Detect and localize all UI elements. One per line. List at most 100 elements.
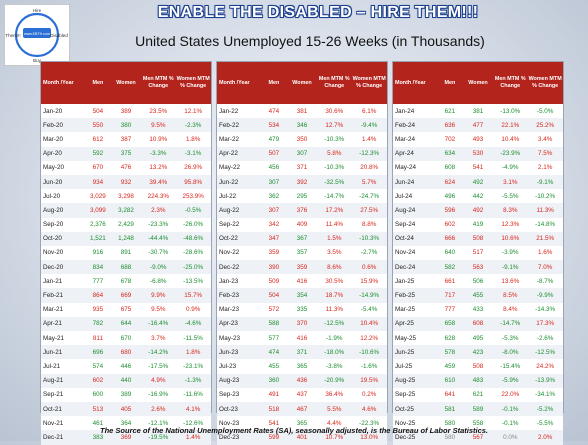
men-cell: 3,029	[85, 189, 111, 204]
women-mtm-cell: 0.2%	[351, 387, 387, 402]
men-mtm-cell: 13.2%	[141, 160, 176, 175]
month-cell: Dec-22	[217, 260, 262, 275]
table-row: Oct-21 513 405 2.6% 4.1%	[41, 401, 211, 417]
table-row: May-20 670 476 13.2% 26.9%	[41, 160, 211, 175]
women-mtm-cell: 11.3%	[527, 203, 563, 218]
month-cell: Jun-23	[217, 345, 262, 360]
table-row: Jun-23 474 371 -18.0% -10.6%	[217, 345, 387, 360]
women-cell: 307	[286, 146, 318, 161]
month-cell: Oct-24	[393, 231, 438, 246]
men-cell: 456	[261, 160, 287, 175]
month-cell: Sep-23	[217, 387, 262, 402]
men-cell: 1,521	[85, 231, 111, 246]
women-mtm-cell: 6.1%	[351, 104, 387, 119]
month-cell: Jul-20	[41, 189, 86, 204]
women-mtm-cell: -5.2%	[527, 401, 563, 417]
men-cell: 658	[437, 316, 463, 331]
month-cell: Jul-24	[393, 189, 438, 204]
table-row: Mar-23 572 335 11.3% -5.4%	[217, 302, 387, 317]
men-cell: 661	[437, 274, 463, 289]
table-row: Apr-22 507 307 5.8% -12.3%	[217, 146, 387, 161]
men-mtm-cell: 12.7%	[317, 118, 352, 133]
women-mtm-cell: 27.5%	[351, 203, 387, 218]
women-cell: 364	[110, 416, 142, 431]
men-cell: 474	[261, 345, 287, 360]
table-body: Jan-20 504 389 23.5% 12.1% Feb-20 550 380 9.5% -2…	[41, 104, 211, 445]
men-mtm-cell: 12.3%	[493, 217, 528, 232]
table-row: May-23 577 416 -1.9% 12.2%	[217, 331, 387, 346]
month-cell: Jan-23	[217, 274, 262, 289]
table-row: Mar-25 777 433 8.4% -14.3%	[393, 302, 563, 317]
month-cell: Aug-22	[217, 203, 262, 218]
women-cell: 370	[286, 316, 318, 331]
month-cell: May-22	[217, 160, 262, 175]
table-row: May-25 628 495 -5.3% -2.6%	[393, 331, 563, 346]
table-body: Jan-22 474 381 30.6% 6.1% Feb-22 534 346 12.7% -9…	[217, 104, 387, 445]
men-mtm-cell: 30.6%	[317, 104, 352, 119]
women-cell: 371	[286, 160, 318, 175]
women-cell: 558	[462, 416, 494, 431]
men-cell: 479	[261, 132, 287, 147]
men-mtm-cell: 11.3%	[317, 302, 352, 317]
month-cell: Dec-20	[41, 260, 86, 275]
table-row: Oct-22 347 367 1.5% -10.3%	[217, 231, 387, 246]
women-cell: 508	[462, 359, 494, 374]
month-cell: Feb-22	[217, 118, 262, 133]
column-header-women-mtm: Women MTM % Change	[175, 62, 211, 104]
month-cell: Nov-20	[41, 245, 86, 261]
month-cell: Nov-24	[393, 245, 438, 261]
table-row: Apr-21 782 644 -16.4% -4.6%	[41, 316, 211, 331]
month-cell: May-23	[217, 331, 262, 346]
table-row: Nov-25 580 558 -0.1% -5.5%	[393, 416, 563, 431]
column-header-men-mtm: Men MTM % Change	[141, 62, 176, 104]
month-cell: Nov-22	[217, 245, 262, 261]
men-cell: 577	[261, 331, 287, 346]
men-cell: 600	[85, 387, 111, 402]
men-mtm-cell: -14.2%	[141, 345, 176, 360]
men-mtm-cell: -5.3%	[493, 331, 528, 346]
women-mtm-cell: -23.1%	[175, 359, 211, 374]
women-mtm-cell: 5.7%	[351, 174, 387, 190]
table-row: Jan-24 621 381 -13.0% -5.0%	[393, 104, 563, 119]
month-cell: Nov-25	[393, 416, 438, 431]
chart-title: United States Unemployed 15-26 Weeks (in…	[135, 33, 485, 49]
men-cell: 459	[437, 359, 463, 374]
column-header-men-mtm: Men MTM % Change	[317, 62, 352, 104]
women-mtm-cell: -5.5%	[527, 416, 563, 431]
women-mtm-cell: 8.8%	[351, 217, 387, 232]
men-mtm-cell: -20.9%	[317, 373, 352, 388]
women-mtm-cell: -4.6%	[175, 316, 211, 331]
men-cell: 504	[261, 288, 287, 303]
month-cell: Mar-23	[217, 302, 262, 317]
men-mtm-cell: 18.7%	[317, 288, 352, 303]
month-cell: Sep-22	[217, 217, 262, 232]
month-cell: Aug-23	[217, 373, 262, 388]
column-header-month: Month /Year	[393, 62, 438, 104]
men-mtm-cell: 3.5%	[317, 245, 352, 261]
men-cell: 777	[437, 302, 463, 317]
men-cell: 581	[437, 401, 463, 417]
men-cell: 307	[261, 203, 287, 218]
men-cell: 509	[261, 274, 287, 289]
men-mtm-cell: -9.1%	[493, 260, 528, 275]
men-cell: 307	[261, 174, 287, 190]
women-cell: 437	[286, 387, 318, 402]
month-cell: Mar-24	[393, 132, 438, 147]
women-mtm-cell: 12.1%	[175, 104, 211, 119]
table-row: Sep-20 2,376 2,429 -23.3% -26.0%	[41, 217, 211, 232]
men-cell: 610	[437, 373, 463, 388]
month-cell: Apr-22	[217, 146, 262, 161]
table-row: Jul-24 496 442 -5.5% -10.2%	[393, 189, 563, 204]
men-cell: 507	[261, 146, 287, 161]
month-cell: Mar-20	[41, 132, 86, 147]
table-row: Mar-21 935 675 9.5% 0.9%	[41, 302, 211, 317]
month-cell: Jun-20	[41, 174, 86, 190]
women-mtm-cell: -22.3%	[351, 416, 387, 431]
men-mtm-cell: -12.1%	[141, 416, 176, 431]
women-mtm-cell: -2.7%	[351, 245, 387, 261]
men-cell: 534	[261, 118, 287, 133]
month-cell: May-21	[41, 331, 86, 346]
column-header-men: Men	[85, 62, 111, 104]
women-cell: 530	[462, 146, 494, 161]
men-mtm-cell: 4.4%	[317, 416, 352, 431]
